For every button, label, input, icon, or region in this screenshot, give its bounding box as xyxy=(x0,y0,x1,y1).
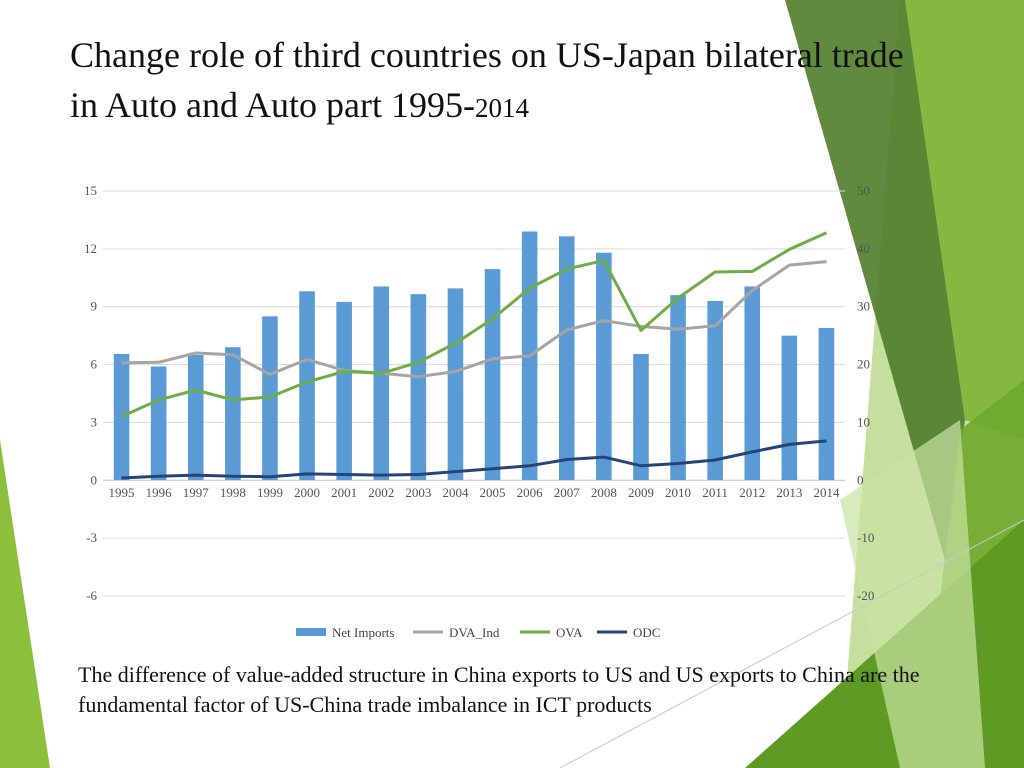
right-axis-tick-label: 10 xyxy=(857,414,870,429)
left-axis-tick-label: 9 xyxy=(91,299,98,314)
x-axis-tick-label: 2006 xyxy=(517,485,544,500)
x-axis-tick-label: 2000 xyxy=(294,485,320,500)
left-axis-tick-label: 15 xyxy=(84,183,97,198)
x-axis-tick-label: 2004 xyxy=(442,485,469,500)
bar-net-imports xyxy=(633,353,649,480)
x-axis-tick-label: 2008 xyxy=(591,485,617,500)
green-triangle-left xyxy=(0,440,50,768)
bar-net-imports xyxy=(187,354,204,480)
bar-net-imports xyxy=(225,347,241,480)
x-axis-tick-label: 2010 xyxy=(665,485,691,500)
right-axis-tick-label: 50 xyxy=(857,183,870,198)
left-axis-tick-label: -3 xyxy=(86,530,97,545)
green-stripe-mid xyxy=(905,0,1024,440)
x-axis-tick-label: 1996 xyxy=(146,485,173,500)
slide-title-main: Change role of third countries on US-Jap… xyxy=(70,35,904,125)
x-axis-tick-label: 2013 xyxy=(776,485,802,500)
bar-net-imports xyxy=(558,236,575,480)
left-axis-tick-label: 12 xyxy=(84,241,97,256)
x-axis-tick-label: 2003 xyxy=(405,485,431,500)
x-axis-tick-label: 2012 xyxy=(739,485,765,500)
left-axis-tick-label: 3 xyxy=(91,414,98,429)
right-axis-tick-label: -10 xyxy=(857,530,874,545)
right-axis-tick-label: 0 xyxy=(857,472,864,487)
right-axis-tick-label: 20 xyxy=(857,357,870,372)
x-axis-tick-label: 2011 xyxy=(702,485,728,500)
green-stripe-pale xyxy=(840,420,985,768)
legend-label: OVA xyxy=(556,625,583,640)
series-line-dva-ind xyxy=(121,260,827,379)
x-axis-tick-label: 1997 xyxy=(183,485,210,500)
bar-net-imports xyxy=(781,335,798,480)
x-axis-tick-label: 2014 xyxy=(813,485,840,500)
bar-net-imports xyxy=(113,353,130,480)
legend-label: DVA_Ind xyxy=(449,625,500,640)
left-axis-tick-label: -6 xyxy=(86,588,97,603)
legend-label: ODC xyxy=(633,625,660,640)
bar-net-imports xyxy=(744,286,761,480)
bar-net-imports xyxy=(818,327,835,480)
bar-net-imports xyxy=(596,252,612,480)
bar-net-imports xyxy=(447,288,464,480)
slide-title-year: 2014 xyxy=(474,93,529,123)
bar-net-imports xyxy=(299,291,315,480)
thin-diagonal-line xyxy=(559,519,1024,768)
x-axis-tick-label: 1995 xyxy=(109,485,135,500)
bar-net-imports xyxy=(336,301,352,480)
x-axis-tick-label: 2005 xyxy=(480,485,506,500)
x-axis-tick-label: 2002 xyxy=(368,485,394,500)
x-axis-tick-label: 2001 xyxy=(331,485,357,500)
left-axis-tick-label: 6 xyxy=(91,357,98,372)
left-axis-tick-label: 0 xyxy=(91,472,98,487)
green-stripe-dark xyxy=(785,0,965,560)
slide-caption: The difference of value-added structure … xyxy=(78,662,920,717)
bar-net-imports xyxy=(410,294,427,480)
legend-label: Net Imports xyxy=(332,625,394,640)
bar-net-imports xyxy=(670,295,686,480)
slide-title: Change role of third countries on US-Jap… xyxy=(70,30,930,133)
bar-net-imports xyxy=(150,366,167,480)
series-line-odc xyxy=(121,439,827,480)
bar-net-imports xyxy=(373,286,390,480)
right-axis-tick-label: -20 xyxy=(857,588,874,603)
right-axis-tick-label: 40 xyxy=(857,241,870,256)
right-axis-tick-label: 30 xyxy=(857,299,870,314)
series-line-ova xyxy=(120,231,828,418)
legend-swatch xyxy=(296,628,326,636)
x-axis-tick-label: 1998 xyxy=(220,485,246,500)
bar-net-imports xyxy=(484,269,501,480)
x-axis-tick-label: 2009 xyxy=(628,485,654,500)
bar-net-imports xyxy=(707,300,723,480)
x-axis-tick-label: 1999 xyxy=(257,485,283,500)
x-axis-tick-label: 2007 xyxy=(554,485,581,500)
